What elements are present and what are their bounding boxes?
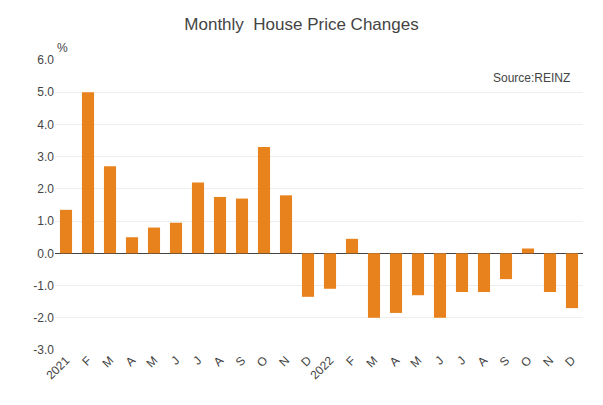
svg-text:Source:REINZ: Source:REINZ	[493, 71, 570, 85]
svg-text:J: J	[454, 353, 468, 367]
svg-text:A: A	[475, 353, 491, 369]
svg-text:M: M	[99, 353, 116, 370]
svg-text:A: A	[123, 353, 139, 369]
svg-text:-2.0: -2.0	[33, 311, 54, 325]
svg-text:F: F	[343, 353, 358, 368]
svg-text:D: D	[562, 353, 578, 369]
svg-text:S: S	[497, 353, 513, 369]
svg-text:-1.0: -1.0	[33, 279, 54, 293]
svg-text:O: O	[254, 353, 271, 370]
svg-text:Monthly House Price Changes: Monthly House Price Changes	[184, 15, 418, 34]
svg-text:O: O	[518, 353, 535, 370]
svg-text:M: M	[143, 353, 160, 370]
svg-text:4.0: 4.0	[37, 118, 54, 132]
svg-text:J: J	[190, 353, 204, 367]
svg-text:J: J	[168, 353, 182, 367]
svg-text:N: N	[540, 353, 556, 369]
svg-text:3.0: 3.0	[37, 150, 54, 164]
svg-text:-3.0: -3.0	[33, 343, 54, 357]
svg-text:F: F	[79, 353, 94, 368]
svg-text:S: S	[233, 353, 249, 369]
svg-text:%: %	[57, 41, 68, 55]
svg-text:J: J	[432, 353, 446, 367]
svg-text:2.0: 2.0	[37, 182, 54, 196]
svg-text:A: A	[387, 353, 403, 369]
svg-text:6.0: 6.0	[37, 53, 54, 67]
svg-text:M: M	[363, 353, 380, 370]
svg-text:2021: 2021	[44, 353, 73, 382]
svg-text:M: M	[407, 353, 424, 370]
svg-text:A: A	[211, 353, 227, 369]
svg-text:2022: 2022	[308, 353, 337, 382]
svg-text:5.0: 5.0	[37, 85, 54, 99]
svg-text:0.0: 0.0	[37, 247, 54, 261]
svg-text:N: N	[276, 353, 292, 369]
svg-text:1.0: 1.0	[37, 214, 54, 228]
svg-text:D: D	[298, 353, 314, 369]
